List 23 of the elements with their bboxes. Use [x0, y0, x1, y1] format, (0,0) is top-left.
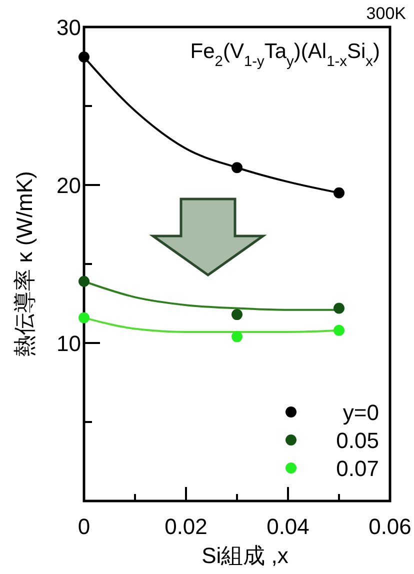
point: [232, 331, 242, 342]
y-tick-label: 20: [56, 173, 81, 198]
legend-label: 0.07: [336, 456, 379, 481]
legend-label: y=0: [342, 400, 379, 425]
point: [78, 52, 90, 63]
x-axis-title: Si組成 ,x: [202, 543, 288, 568]
text: 300K: [366, 4, 407, 23]
y-tick-label: 30: [56, 15, 81, 40]
legend-label: 0.05: [336, 428, 379, 453]
point: [334, 302, 344, 314]
point: [78, 276, 90, 287]
x-tick-label: 0.06: [368, 514, 412, 539]
point: [334, 324, 344, 336]
point: [78, 312, 90, 324]
point: [232, 309, 242, 320]
y-tick-label: 10: [56, 331, 81, 356]
y-axis-title: 熱伝導率 κ (W/mK): [12, 171, 37, 357]
point: [334, 187, 344, 198]
text: Fe$_{2}$(V$_{1-y}$Ta$_{y}$)(Al$_{1-x}$Si$_{x}$): [190, 40, 380, 70]
x-tick-label: 0: [78, 514, 90, 539]
x-tick-label: 0.02: [164, 514, 208, 539]
point: [232, 162, 242, 174]
x-tick-label: 0.04: [266, 514, 310, 539]
